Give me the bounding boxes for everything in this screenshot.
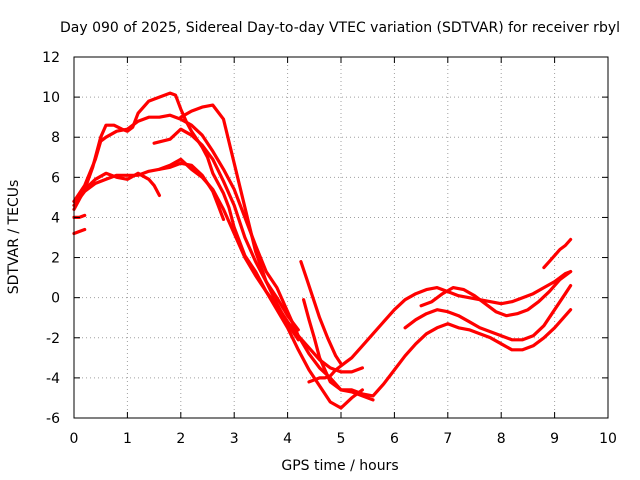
y-tick-label: -4 [46,371,60,387]
x-axis-label: GPS time / hours [281,458,398,474]
x-tick-label: 1 [123,431,132,447]
series-track-m [403,284,573,342]
x-tick-label: 9 [550,431,559,447]
x-tick-label: 7 [443,431,452,447]
x-tick-label: 10 [599,431,617,447]
series-track-n [419,270,573,318]
x-tick-label: 6 [390,431,399,447]
x-tick-label: 3 [230,431,239,447]
y-tick-label: 2 [51,251,60,267]
series-track-o [542,237,573,270]
x-tick-label: 4 [283,431,292,447]
y-tick-label: 8 [51,130,60,146]
y-axis-label: SDTVAR / TECUs [6,180,22,295]
y-tick-label: 12 [42,50,60,66]
series-track-j [299,260,343,366]
x-tick-label: 2 [176,431,185,447]
series-track-k [307,270,573,384]
series-track-d [152,127,300,332]
y-tick-label: 0 [51,291,60,307]
y-tick-label: 4 [51,210,60,226]
y-tick-label: 10 [42,90,60,106]
series-track-e [179,103,300,342]
series-track-c [72,157,364,374]
series-track-l [302,298,573,398]
series-track-g [157,161,226,221]
x-tick-label: 0 [70,431,79,447]
y-tick-label: 6 [51,170,60,186]
chart-title: Day 090 of 2025, Sidereal Day-to-day VTE… [60,20,620,36]
x-tick-label: 8 [497,431,506,447]
series-track-b [72,113,375,402]
series-track-f [72,171,161,211]
y-tick-label: -2 [46,331,60,347]
series-track-h [72,227,87,236]
plot-series [72,91,573,410]
x-tick-label: 5 [337,431,346,447]
y-tick-label: -6 [46,411,60,427]
